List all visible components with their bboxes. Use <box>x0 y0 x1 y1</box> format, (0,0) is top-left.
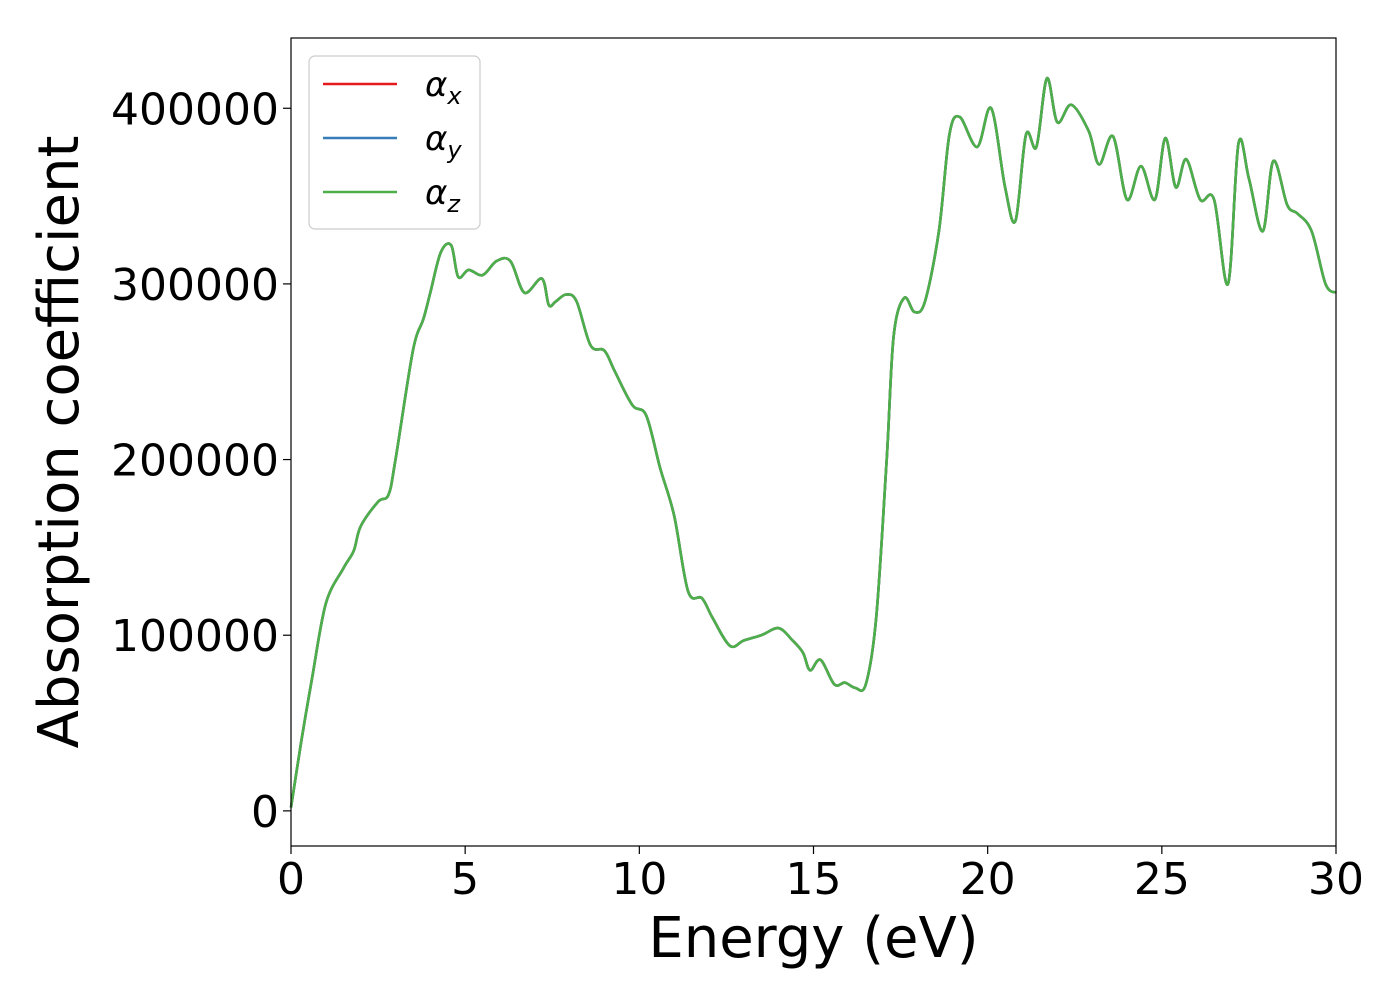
legend-label-alpha-z: αz <box>425 173 461 218</box>
x-axis-title: Energy (eV) <box>648 906 978 971</box>
x-tick-label: 0 <box>277 854 305 905</box>
legend-label-alpha-y: αy <box>425 119 462 164</box>
y-tick-label: 100000 <box>111 611 279 662</box>
x-tick-label: 30 <box>1308 854 1364 905</box>
x-tick-label: 10 <box>611 854 667 905</box>
series-line-alpha-z <box>289 77 1337 808</box>
x-tick-label: 15 <box>786 854 842 905</box>
y-axis-title: Absorption coefficient <box>27 136 92 749</box>
x-tick-label: 5 <box>451 854 479 905</box>
y-tick-label: 200000 <box>111 436 279 487</box>
legend: αx αy αz <box>308 55 481 230</box>
series-layer <box>289 77 1337 808</box>
x-tick-label: 20 <box>960 854 1016 905</box>
y-axis: 0 100000 200000 300000 400000 <box>111 84 291 838</box>
x-tick-label: 25 <box>1134 854 1190 905</box>
y-tick-label: 400000 <box>111 84 279 135</box>
x-axis: 0 5 10 15 20 25 30 <box>277 846 1364 905</box>
legend-label-alpha-x: αx <box>425 65 462 110</box>
legend-box <box>308 55 481 230</box>
y-tick-label: 0 <box>251 787 279 838</box>
y-tick-label: 300000 <box>111 260 279 311</box>
